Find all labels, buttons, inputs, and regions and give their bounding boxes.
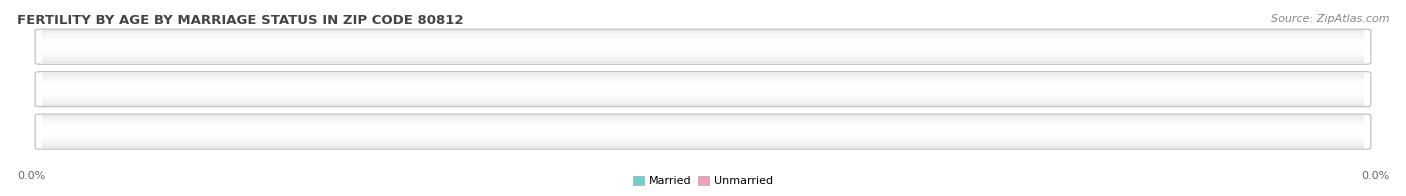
Text: FERTILITY BY AGE BY MARRIAGE STATUS IN ZIP CODE 80812: FERTILITY BY AGE BY MARRIAGE STATUS IN Z… <box>17 14 464 27</box>
Text: 0.0%: 0.0% <box>1361 171 1389 181</box>
FancyBboxPatch shape <box>562 120 630 143</box>
FancyBboxPatch shape <box>562 35 630 58</box>
FancyBboxPatch shape <box>617 76 789 102</box>
Text: 0.0%: 0.0% <box>797 42 823 51</box>
Text: 0.0%: 0.0% <box>797 127 823 136</box>
FancyBboxPatch shape <box>776 120 844 143</box>
Text: 0.0%: 0.0% <box>797 85 823 94</box>
Text: 20 to 34 years: 20 to 34 years <box>665 84 741 94</box>
FancyBboxPatch shape <box>776 77 844 101</box>
Text: 35 to 50 years: 35 to 50 years <box>665 127 741 137</box>
FancyBboxPatch shape <box>776 35 844 58</box>
FancyBboxPatch shape <box>562 77 630 101</box>
FancyBboxPatch shape <box>617 34 789 59</box>
Text: 15 to 19 years: 15 to 19 years <box>665 42 741 52</box>
FancyBboxPatch shape <box>617 119 789 144</box>
Text: 0.0%: 0.0% <box>583 85 609 94</box>
Text: 0.0%: 0.0% <box>583 127 609 136</box>
Legend: Married, Unmarried: Married, Unmarried <box>628 171 778 191</box>
Text: 0.0%: 0.0% <box>583 42 609 51</box>
Text: 0.0%: 0.0% <box>17 171 45 181</box>
Text: Source: ZipAtlas.com: Source: ZipAtlas.com <box>1271 14 1389 24</box>
